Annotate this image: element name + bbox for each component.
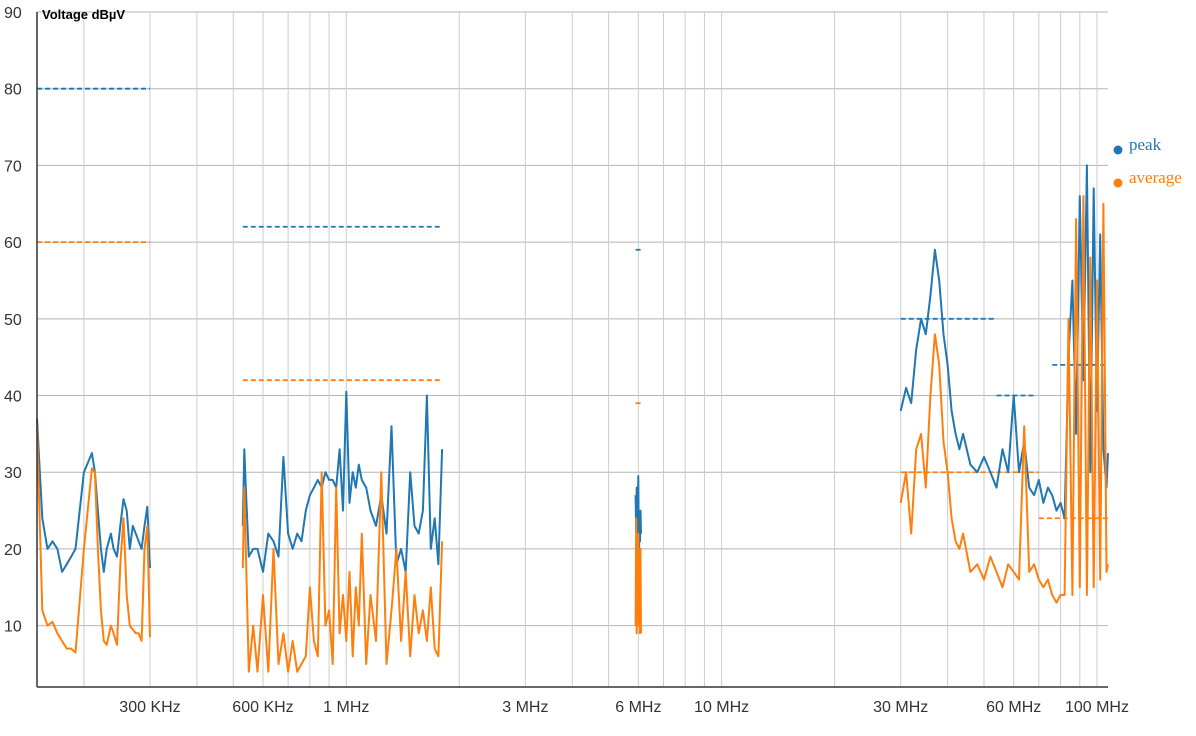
legend-label-average: average	[1129, 168, 1182, 187]
y-tick-label: 50	[4, 312, 22, 329]
x-tick-label: 10 MHz	[694, 699, 749, 716]
y-axis-title: Voltage dBµV	[42, 7, 125, 22]
x-tick-label: 1 MHz	[323, 699, 369, 716]
y-tick-label: 70	[4, 158, 22, 175]
limit-lines	[37, 87, 1108, 520]
y-tick-label: 40	[4, 389, 22, 406]
x-tick-label: 300 KHz	[119, 699, 180, 716]
data-series	[36, 164, 1109, 673]
average-series-line	[36, 426, 151, 654]
legend-marker-peak	[1113, 145, 1123, 155]
average-series-line	[634, 517, 642, 635]
x-tick-labels: 300 KHz 600 KHz 1 MHz 3 MHz 6 MHz 10 MHz 30 MH…	[119, 699, 1129, 716]
y-tick-label: 10	[4, 619, 22, 636]
y-tick-label: 30	[4, 465, 22, 482]
x-tick-label: 100 MHz	[1065, 699, 1129, 716]
y-tick-labels: 10 20 30 40 50 60 70 80 90	[4, 5, 22, 636]
legend: peak average	[1113, 135, 1182, 188]
legend-label-peak: peak	[1129, 135, 1162, 154]
peak-series-line	[241, 390, 444, 573]
y-tick-label: 90	[4, 5, 22, 22]
grid-lines	[37, 11, 1108, 687]
peak-series-line	[36, 418, 151, 573]
x-tick-label: 600 KHz	[232, 699, 293, 716]
y-tick-label: 20	[4, 542, 22, 559]
x-tick-label: 3 MHz	[502, 699, 548, 716]
legend-marker-average	[1113, 178, 1123, 188]
x-tick-label: 6 MHz	[615, 699, 661, 716]
y-tick-label: 80	[4, 82, 22, 99]
y-tick-label: 60	[4, 235, 22, 252]
x-tick-label: 60 MHz	[986, 699, 1041, 716]
average-series-line	[899, 195, 1109, 604]
peak-series-line	[634, 475, 642, 566]
average-series-line	[241, 471, 444, 673]
x-tick-label: 30 MHz	[873, 699, 928, 716]
